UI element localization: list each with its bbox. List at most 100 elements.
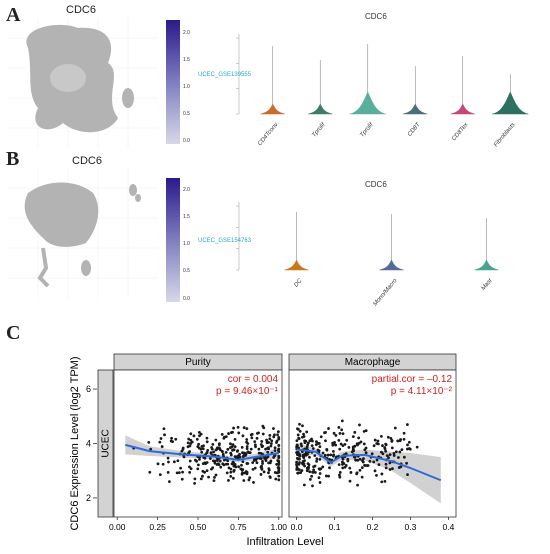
- scatter-point: [318, 445, 322, 448]
- scatter-point: [211, 442, 215, 446]
- scatter-point: [301, 424, 304, 428]
- scatter-point: [216, 462, 220, 466]
- scatter-point: [214, 473, 218, 477]
- scatter-point: [205, 469, 209, 472]
- scatter-point: [236, 425, 240, 429]
- scatter-point: [358, 468, 362, 472]
- umap-b-cluster: [135, 194, 141, 202]
- scatter-point: [377, 463, 381, 467]
- scatter-point: [252, 481, 255, 484]
- scatter-point: [174, 437, 178, 441]
- scatter-point: [275, 462, 279, 466]
- violin-b-ylabel: UCEC_GSE154763: [198, 238, 252, 244]
- scatter-point: [338, 431, 342, 435]
- scatter-point: [267, 468, 271, 472]
- scatter-point: [229, 470, 233, 474]
- scatter-point: [212, 479, 216, 482]
- scatter-point: [214, 438, 218, 442]
- scatter-point: [407, 440, 411, 444]
- scatter-point: [260, 440, 264, 443]
- scatter-point: [387, 456, 390, 460]
- scatter-point: [277, 478, 281, 482]
- scatter-point: [235, 449, 239, 453]
- scatter-point: [358, 423, 361, 427]
- scatter-point: [188, 450, 192, 453]
- scatter-point: [189, 432, 193, 436]
- x-tick-label: 0.00: [109, 522, 126, 532]
- scatter-point: [204, 462, 207, 466]
- scatter-point: [360, 466, 364, 470]
- scatter-point: [348, 479, 352, 483]
- scatter-point: [148, 470, 152, 474]
- scatter-point: [277, 454, 281, 458]
- scatter-point: [159, 437, 163, 440]
- scatter-point: [160, 445, 164, 448]
- scatter-point: [298, 422, 301, 426]
- scatter-point: [177, 471, 181, 475]
- scatter-point: [300, 435, 304, 439]
- scatter-point: [311, 447, 315, 450]
- scatter-point: [355, 472, 359, 476]
- umap-a-cluster: [122, 88, 134, 108]
- scatter-point: [386, 435, 390, 439]
- correlation-annotation: p = 9.46×10⁻¹: [216, 386, 279, 397]
- violin-a-ylabel: UCEC_GSE139555: [198, 72, 252, 78]
- scatter-point: [299, 471, 303, 474]
- scatter-point: [349, 471, 353, 474]
- facet-title: Purity: [185, 357, 211, 368]
- scatter-point: [276, 430, 280, 434]
- scatter-point: [163, 433, 166, 437]
- scatter-point: [398, 439, 402, 443]
- scatter-point: [315, 457, 319, 461]
- panel-b-letter: B: [6, 148, 20, 170]
- scatter-point: [351, 435, 355, 438]
- scatter-point: [229, 451, 233, 455]
- scatter-point: [171, 440, 174, 444]
- scatter-point: [231, 476, 235, 480]
- scatter-point: [200, 445, 204, 448]
- scatter-point: [227, 432, 230, 435]
- scatter-point: [356, 483, 360, 487]
- scatter-point: [348, 466, 352, 470]
- scatter-point: [265, 439, 269, 443]
- scatter-point: [156, 462, 160, 466]
- scatter-point: [253, 466, 257, 470]
- scatter-point: [266, 450, 270, 454]
- scatter-point: [373, 469, 377, 473]
- violin-category-label: DC: [292, 278, 304, 289]
- scatter-point: [398, 450, 402, 454]
- x-tick-label: 0.1: [329, 522, 341, 532]
- scatter-point: [166, 470, 170, 474]
- x-tick-label: 0.2: [367, 522, 379, 532]
- scatter-point: [337, 438, 341, 442]
- scatter-point: [231, 443, 235, 447]
- scatter-point: [402, 431, 406, 435]
- scatter-point: [240, 446, 244, 449]
- scatter-point: [196, 467, 200, 471]
- scatter-point: [257, 447, 261, 451]
- scatter-point: [237, 465, 241, 469]
- scatter-point: [273, 449, 277, 452]
- scatter-point: [255, 436, 259, 440]
- scatter-point: [221, 462, 225, 466]
- y-tick-label: 2: [86, 493, 91, 503]
- scatter-point: [381, 452, 385, 456]
- scatter-point: [253, 440, 257, 444]
- scatter-point: [372, 444, 376, 448]
- scatter-point: [233, 455, 237, 458]
- scatter-point: [214, 448, 218, 452]
- scatter-point: [327, 427, 330, 430]
- scatter-point: [390, 439, 394, 443]
- scatter-point: [326, 453, 330, 457]
- scatter-point: [295, 465, 299, 469]
- scatter-point: [370, 452, 374, 456]
- fit-line: [125, 443, 279, 461]
- scatter-point: [310, 474, 314, 478]
- scatter-point: [385, 454, 389, 458]
- scatter-point: [245, 438, 249, 441]
- scatter-point: [253, 443, 257, 447]
- scatter-point: [205, 436, 209, 440]
- scatter-point: [250, 436, 254, 440]
- scatter-point: [232, 426, 235, 430]
- scatter-point: [353, 455, 357, 459]
